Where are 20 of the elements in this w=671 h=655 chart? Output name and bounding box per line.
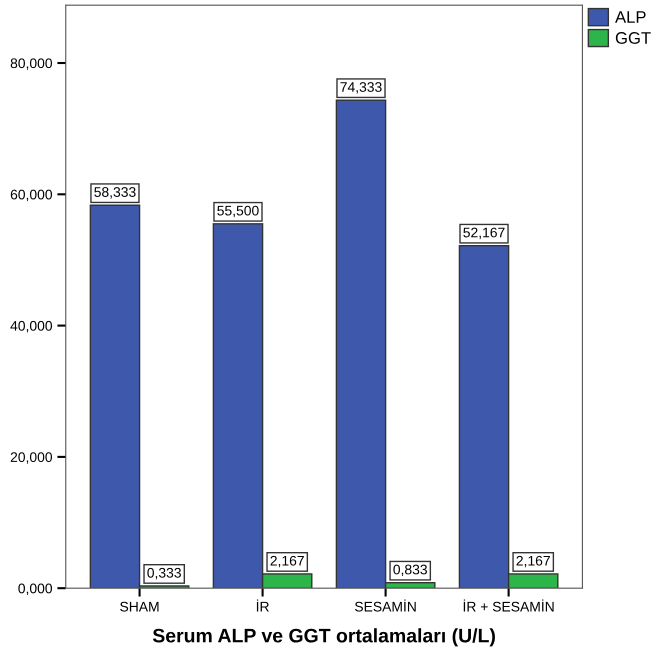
y-tick-label: 0,000 [18, 584, 52, 595]
x-tick-label: SESAMİN [354, 599, 416, 612]
data-label: 2,167 [516, 556, 550, 568]
data-label: 55,500 [217, 206, 259, 218]
data-label: 0,833 [393, 564, 427, 576]
data-label: 2,167 [270, 556, 304, 568]
legend-label: GGT [616, 32, 651, 44]
data-label: 52,167 [463, 228, 505, 240]
y-tick-label: 40,000 [10, 320, 52, 332]
y-tick-label: 80,000 [10, 58, 52, 70]
data-label: 0,333 [147, 568, 181, 580]
y-tick-label: 20,000 [10, 452, 52, 464]
legend-label: ALP [615, 11, 646, 23]
y-tick-label: 60,000 [10, 190, 52, 202]
x-tick-label: İR + SESAMİN [464, 599, 554, 612]
data-label: 58,333 [94, 187, 136, 199]
data-label: 74,333 [340, 82, 382, 94]
x-tick-label: İR [256, 599, 269, 612]
x-axis-title: Serum ALP ve GGT ortalamaları (U/L) [152, 628, 495, 646]
x-tick-label: SHAM [120, 602, 158, 612]
